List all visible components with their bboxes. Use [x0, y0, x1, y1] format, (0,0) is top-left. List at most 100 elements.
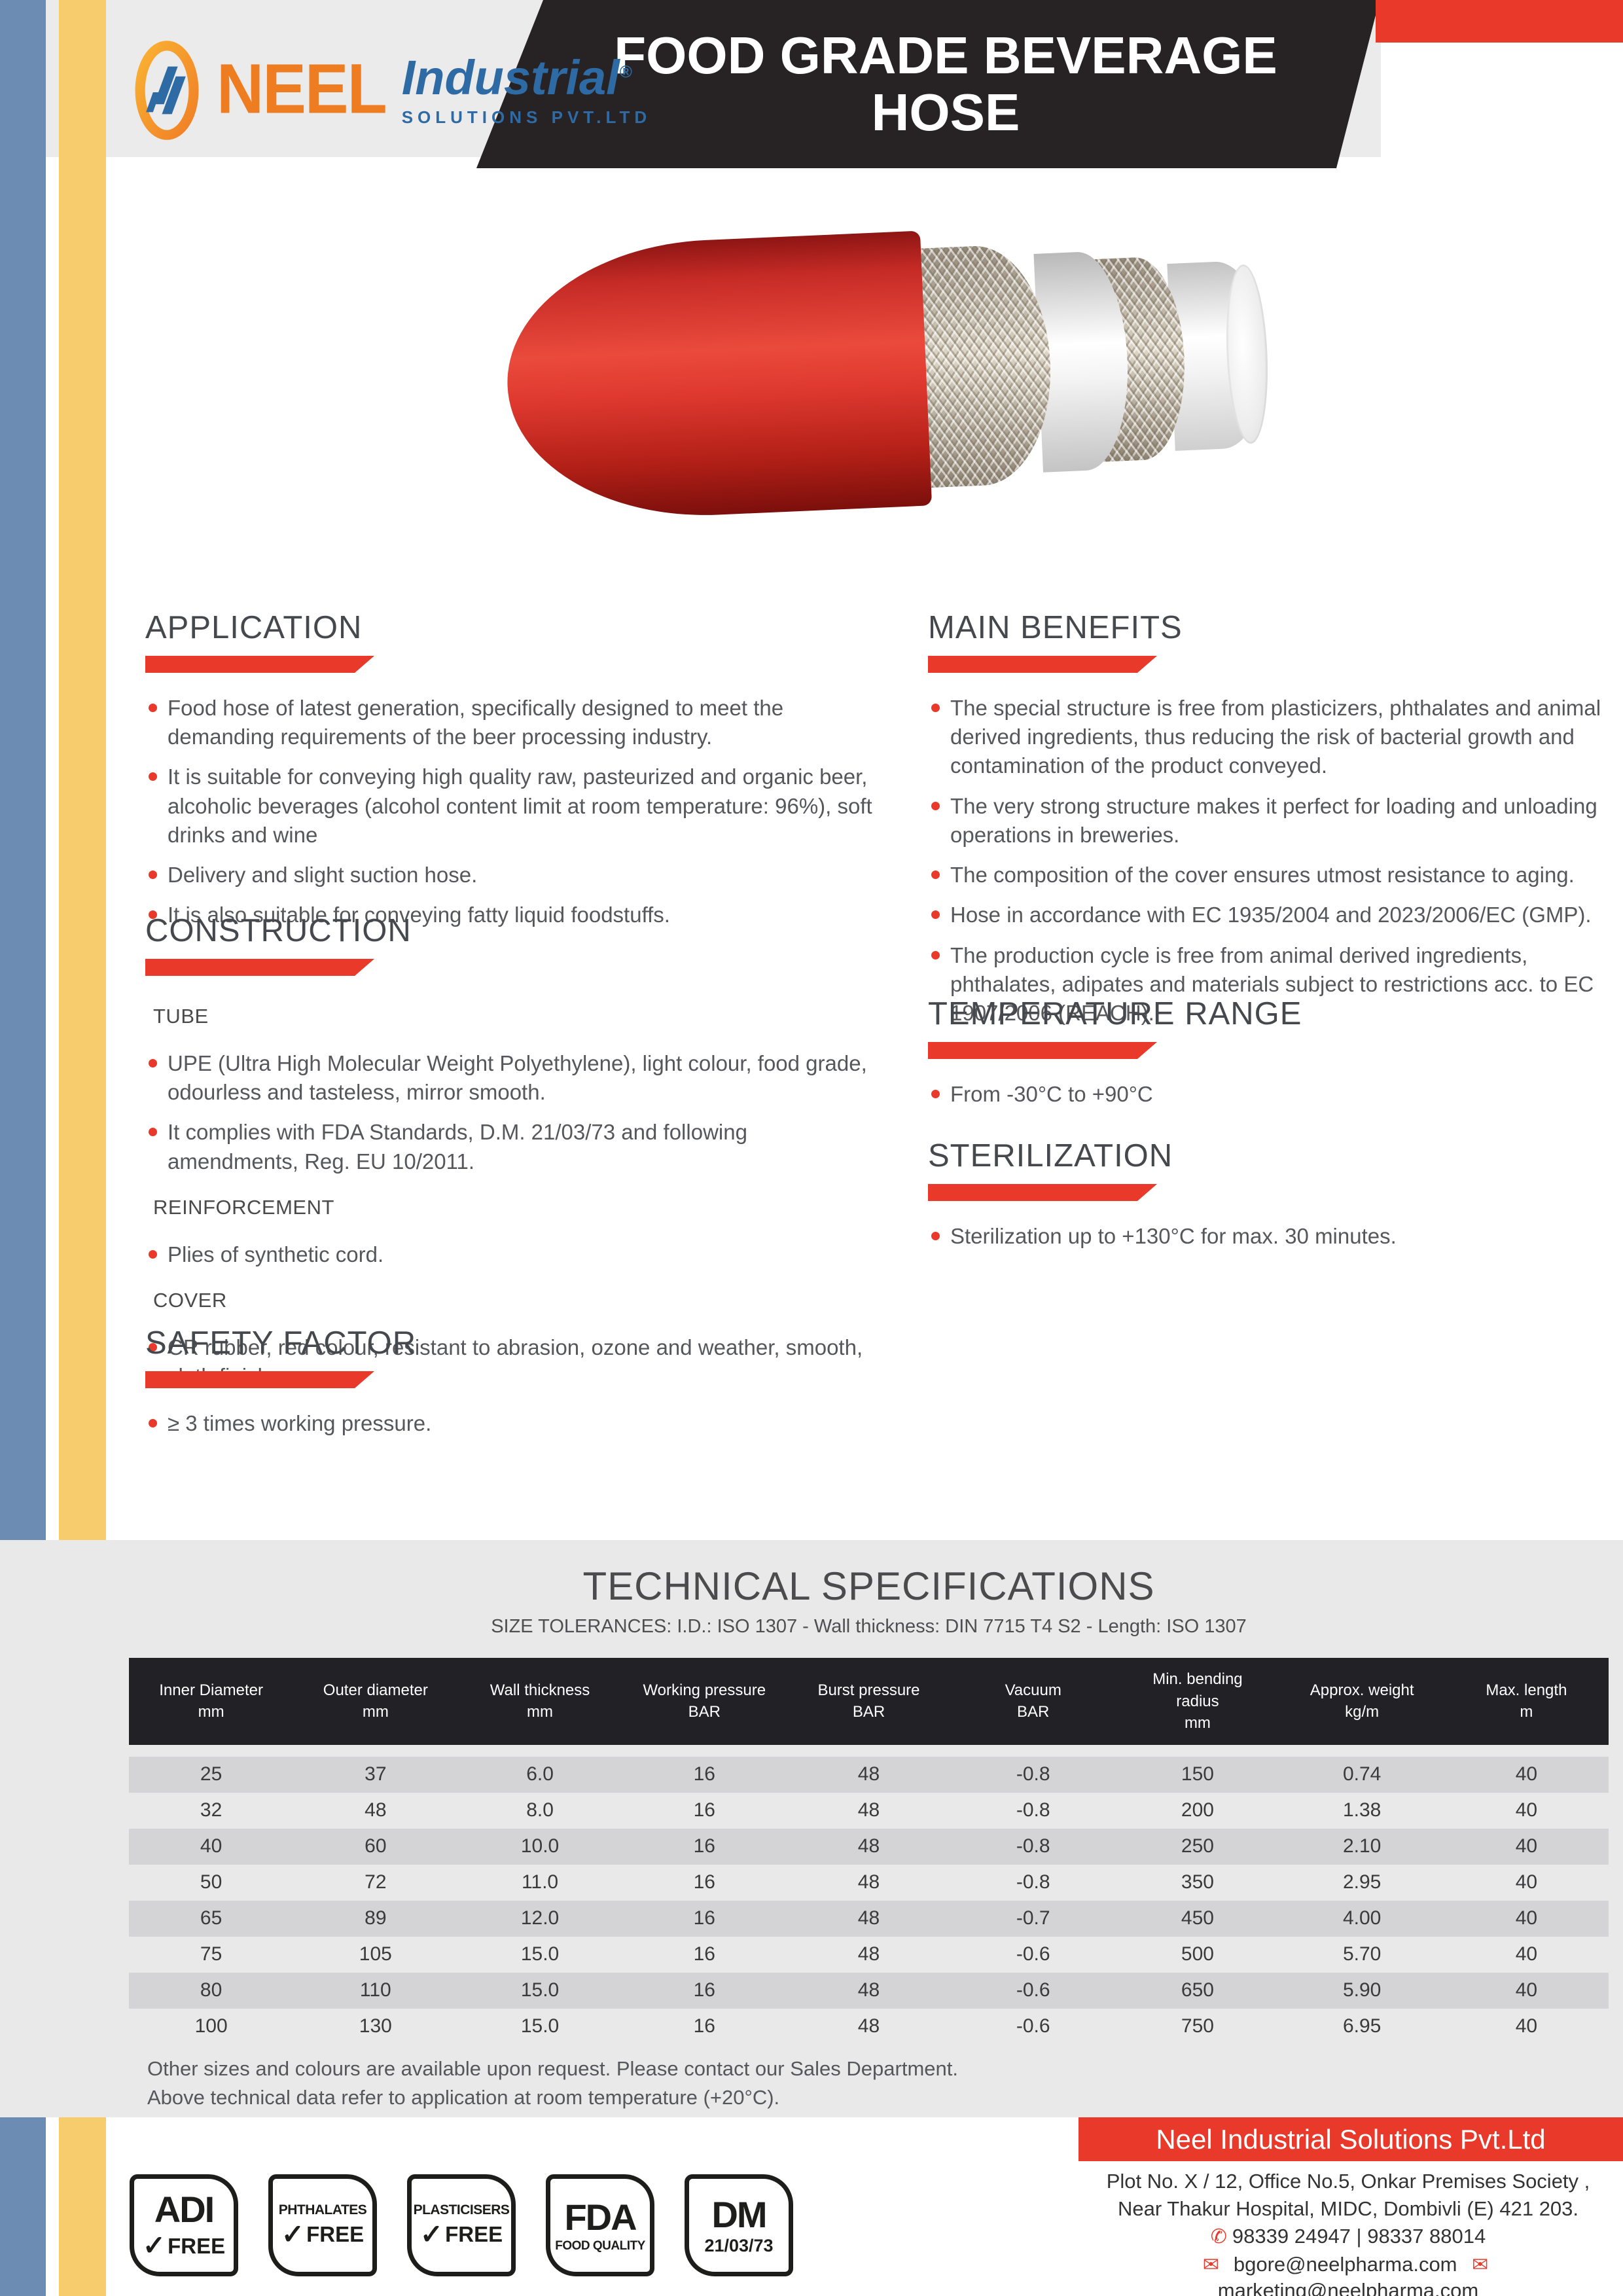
- table-cell: 650: [1181, 1979, 1214, 2001]
- bullet-dot-icon: [149, 772, 157, 781]
- table-body: 25 37 6.0 16 48 -0.8 150 0.74 40 32 48 8.0 16 48 -0.8…: [129, 1756, 1609, 2045]
- footer-email-1[interactable]: bgore@neelpharma.com: [1233, 2252, 1457, 2276]
- bullet-text: The special structure is free from plast…: [950, 696, 1601, 778]
- table-cell: 0.74: [1342, 1763, 1382, 1785]
- table-row: 40 60 10.0 16 48 -0.8 250 2.10 40: [129, 1828, 1609, 1865]
- footer-email-2[interactable]: marketing@neelpharma.com: [1217, 2278, 1479, 2296]
- bullet-text: Food hose of latest generation, specific…: [168, 696, 784, 749]
- bullet-text: The composition of the cover ensures utm…: [950, 863, 1575, 888]
- company-logo: NEEL Industrial® SOLUTIONS PVT.LTD: [134, 41, 651, 140]
- table-cell: 15.0: [520, 1943, 560, 1965]
- envelope-icon: ✉: [1472, 2253, 1489, 2276]
- column-header-line: Outer diameter: [323, 1681, 428, 1699]
- bullet-text: Plies of synthetic cord.: [168, 1242, 384, 1266]
- table-cell: 60: [365, 1835, 387, 1857]
- table-row: 100 130 15.0 16 48 -0.6 750 6.95 40: [129, 2009, 1609, 2045]
- bullet-text: ≥ 3 times working pressure.: [168, 1411, 432, 1435]
- table-cell: 6.95: [1342, 2015, 1382, 2037]
- bullet-dot-icon: [931, 870, 940, 880]
- column-header: Min. bending radius mm: [1115, 1668, 1279, 1734]
- bullet-dot-icon: [149, 910, 157, 920]
- table-cell: 16: [693, 1799, 715, 1821]
- bullet-list: ≥ 3 times working pressure.: [145, 1409, 875, 1438]
- table-cell: 8.0: [526, 1799, 554, 1821]
- bullet-dot-icon: [149, 1249, 157, 1259]
- footer-company-name: Neel Industrial Solutions Pvt.Ltd: [1156, 2123, 1546, 2155]
- bullet-text: Hose in accordance with EC 1935/2004 and…: [950, 903, 1592, 927]
- bullet-dot-icon: [931, 1232, 940, 1240]
- column-header-line: BAR: [852, 1703, 885, 1721]
- table-cell: 16: [693, 1907, 715, 1929]
- bullet-dot-icon: [931, 704, 940, 712]
- bullet-dot-icon: [149, 1128, 157, 1137]
- bullet-text: It complies with FDA Standards, D.M. 21/…: [168, 1120, 747, 1174]
- list-item: It is suitable for conveying high qualit…: [145, 762, 875, 850]
- bullet-list: Food hose of latest generation, specific…: [145, 694, 875, 930]
- table-cell: 1.38: [1342, 1799, 1382, 1821]
- list-item: It complies with FDA Standards, D.M. 21/…: [145, 1118, 875, 1175]
- table-row: 65 89 12.0 16 48 -0.7 450 4.00 40: [129, 1900, 1609, 1937]
- construction-cover-label: COVER: [153, 1289, 227, 1312]
- table-cell: 11.0: [521, 1871, 559, 1893]
- heading-underline: [145, 656, 374, 673]
- table-header-row: Inner Diameter mm Outer diameter mm Wall t…: [129, 1658, 1609, 1745]
- footer-phone-numbers[interactable]: 98339 24947 | 98337 88014: [1232, 2225, 1486, 2248]
- table-cell: 5.90: [1342, 1979, 1382, 2001]
- bullet-dot-icon: [931, 950, 940, 960]
- bullet-text: Sterilization up to +130°C for max. 30 m…: [950, 1224, 1397, 1248]
- table-cell: 5.70: [1342, 1943, 1382, 1965]
- heading-underline: [145, 1371, 374, 1388]
- hose-red-cover: [501, 230, 933, 524]
- table-cell: 40: [1515, 1763, 1538, 1785]
- table-cell: -0.8: [1016, 1835, 1050, 1857]
- list-item: Food hose of latest generation, specific…: [145, 694, 875, 751]
- bullet-text: Delivery and slight suction hose.: [168, 863, 478, 888]
- bullet-text: CR rubber, red colour, resistant to abra…: [168, 1335, 863, 1388]
- column-header: Burst pressure BAR: [787, 1679, 951, 1723]
- trademark-symbol: ®: [619, 61, 632, 81]
- section-heading: APPLICATION: [145, 610, 363, 645]
- column-header-line: radius: [1176, 1692, 1219, 1710]
- list-item: Sterilization up to +130°C for max. 30 m…: [928, 1222, 1615, 1251]
- table-cell: 40: [1515, 1799, 1538, 1821]
- table-cell: 40: [1515, 1871, 1538, 1893]
- column-header-line: mm: [1184, 1714, 1211, 1732]
- table-cell: 40: [1515, 1979, 1538, 2001]
- table-row: 80 110 15.0 16 48 -0.6 650 5.90 40: [129, 1972, 1609, 2009]
- table-cell: 40: [200, 1835, 223, 1857]
- table-cell: 48: [857, 1763, 880, 1785]
- construction-reinforcement-label: REINFORCEMENT: [153, 1195, 334, 1219]
- construction-tube-label: TUBE: [153, 1005, 209, 1028]
- checkmark-icon: ✓: [142, 2230, 166, 2261]
- column-header-line: Approx. weight: [1310, 1681, 1414, 1699]
- section-application: APPLICATION Food hose of latest generati…: [145, 612, 875, 941]
- page-title: FOOD GRADE BEVERAGE HOSE: [576, 0, 1315, 168]
- footer-company-bar: Neel Industrial Solutions Pvt.Ltd: [1079, 2117, 1623, 2161]
- footer-email-line: ✉ bgore@neelpharma.com ✉ marketing@neelpha…: [1073, 2251, 1623, 2296]
- table-cell: 16: [693, 1943, 715, 1965]
- table-cell: 50: [200, 1871, 223, 1893]
- bullet-dot-icon: [931, 1090, 940, 1098]
- bullet-text: The production cycle is free from animal…: [950, 942, 1594, 1025]
- title-banner: [476, 0, 1380, 168]
- bullet-dot-icon: [149, 1343, 157, 1352]
- bullet-list: UPE (Ultra High Molecular Weight Polyeth…: [145, 1049, 875, 1176]
- table-cell: 105: [359, 1943, 392, 1965]
- bullet-list: From -30°C to +90°C: [928, 1080, 1615, 1109]
- table-cell: 2.10: [1342, 1835, 1382, 1857]
- list-item: The special structure is free from plast…: [928, 694, 1615, 781]
- list-item: Hose in accordance with EC 1935/2004 and…: [928, 901, 1615, 929]
- logo-industrial-text: Industrial®: [402, 53, 651, 102]
- table-cell: 2.95: [1342, 1871, 1382, 1893]
- table-cell: 6.0: [526, 1763, 554, 1785]
- column-header-line: mm: [362, 1703, 389, 1721]
- table-cell: -0.8: [1016, 1871, 1050, 1893]
- badge-subtitle: FREE: [168, 2233, 226, 2258]
- bullet-text: The very strong structure makes it perfe…: [950, 793, 1597, 847]
- heading-underline: [928, 1184, 1157, 1201]
- badge-subtitle: FOOD QUALITY: [555, 2238, 645, 2253]
- phone-icon: ✆: [1210, 2226, 1227, 2248]
- badge-dm-21-03-73: DM 21/03/73: [685, 2174, 793, 2276]
- certification-badges: ADI ✓ FREE PHTHALATES ✓ FREE PLASTICISERS …: [130, 2174, 793, 2276]
